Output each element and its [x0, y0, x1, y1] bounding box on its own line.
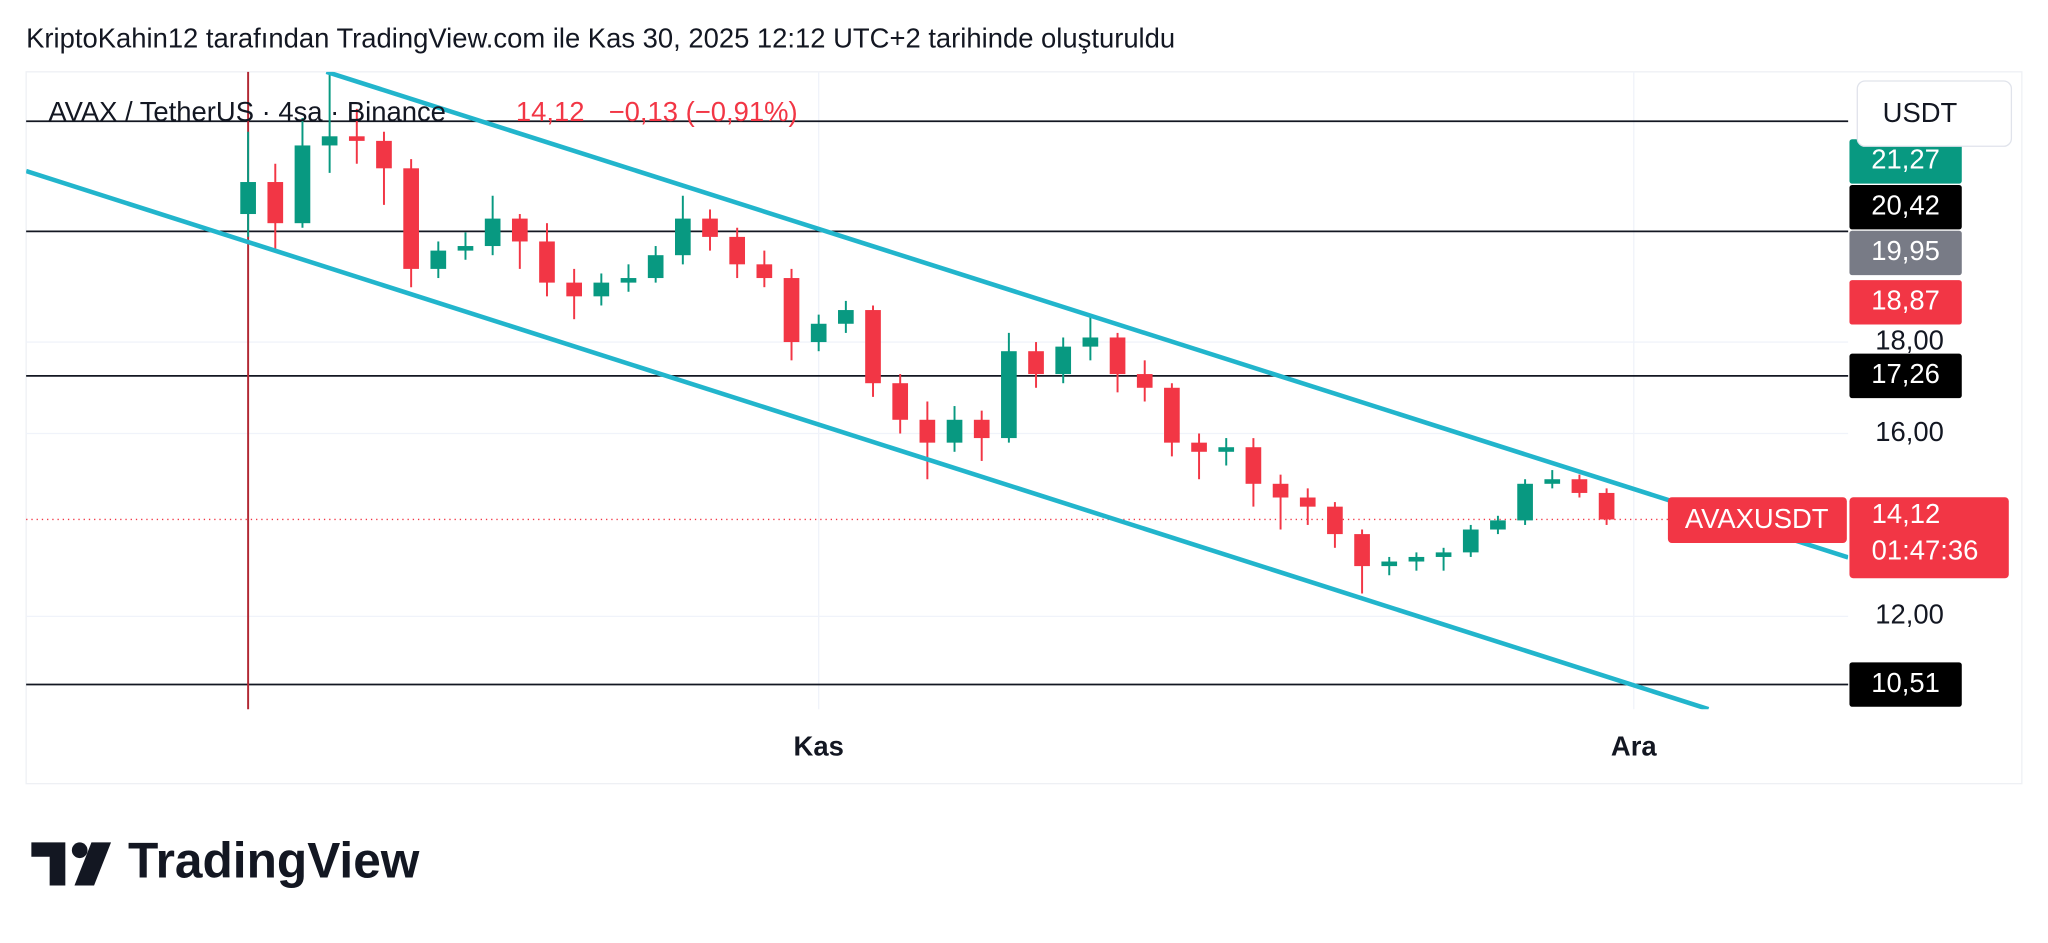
logo-text: TradingView	[128, 833, 420, 889]
price-tag-label: 19,95	[1871, 235, 1940, 266]
price-tag-label: 17,26	[1871, 358, 1940, 389]
candle-body	[484, 218, 501, 247]
candle-body	[511, 218, 528, 242]
countdown: 01:47:36	[1872, 534, 1979, 565]
candle-body	[240, 182, 256, 215]
chart-frame	[25, 71, 2023, 785]
channel-line	[26, 168, 1710, 710]
y-tick-label: 18,00	[1875, 324, 1944, 355]
y-tick-label: 16,00	[1875, 416, 1944, 447]
candle-body	[376, 140, 392, 169]
logo-mark	[71, 842, 88, 859]
logo-mark	[31, 842, 66, 886]
candle-body	[1164, 387, 1180, 443]
candle-body	[1272, 483, 1289, 498]
candle-body	[539, 241, 555, 283]
candle-body	[321, 136, 338, 146]
candle-body	[1571, 479, 1588, 493]
candle-body	[430, 250, 447, 269]
logo-mark	[74, 842, 112, 886]
price-tag	[1849, 184, 1962, 230]
price-tag	[1849, 230, 1962, 276]
candle-body	[1109, 337, 1126, 375]
candle-body	[267, 182, 284, 224]
candle-body	[1191, 442, 1207, 452]
candle-body	[1082, 337, 1099, 347]
last-price-tag	[1849, 497, 2009, 579]
price-tag	[1849, 353, 1962, 399]
candle-body	[566, 282, 582, 297]
candle-body	[1408, 556, 1425, 562]
candle-body	[1136, 374, 1153, 388]
candle-body	[1354, 534, 1370, 567]
candle-body	[294, 145, 311, 224]
price-tag-label: 18,87	[1871, 285, 1940, 316]
logo: TradingView	[31, 833, 420, 889]
header-change: −0,13 (−0,91%)	[609, 96, 798, 127]
x-tick-label: Kas	[794, 731, 844, 762]
currency-button[interactable]	[1856, 80, 2013, 147]
channel-line	[325, 71, 1849, 560]
candle-body	[1598, 492, 1615, 520]
candle-body	[783, 278, 800, 343]
price-tag	[1849, 662, 1962, 707]
candle-body	[1544, 479, 1561, 484]
candle-body	[620, 278, 637, 283]
last-price-label: 14,12	[1872, 498, 1941, 529]
price-tag	[1849, 139, 1962, 184]
candle-body	[838, 310, 854, 324]
candle-body	[729, 236, 746, 265]
candle-body	[892, 383, 909, 420]
price-tag-label: 21,27	[1871, 144, 1940, 175]
candle-body	[810, 323, 827, 343]
candle-body	[1490, 520, 1506, 530]
plot	[26, 71, 1849, 710]
price-tag	[1849, 280, 1962, 325]
candle-body	[1299, 497, 1316, 507]
candle-body	[1381, 561, 1398, 567]
candle-body	[865, 310, 881, 384]
candle-body	[403, 168, 419, 269]
price-tag-label: 10,51	[1871, 667, 1940, 698]
candle-body	[973, 419, 990, 439]
channels	[26, 71, 1849, 710]
candle-body	[702, 218, 718, 237]
candle-body	[1462, 529, 1479, 553]
candle-body	[1245, 447, 1262, 484]
candle-body	[348, 136, 365, 141]
candle-body	[946, 419, 963, 443]
candle-body	[457, 246, 474, 251]
candle-body	[1028, 351, 1044, 375]
symbol: AVAX / TetherUS · 4sa · Binance	[48, 96, 446, 127]
candle-body	[647, 255, 664, 279]
candle-body	[1218, 447, 1235, 452]
candle-body	[756, 264, 773, 279]
candle-body	[1001, 351, 1017, 439]
symbol-tag	[1667, 497, 1847, 543]
symbol-tag-label: AVAXUSDT	[1685, 503, 1829, 534]
candle-body	[674, 218, 691, 256]
y-tick-label: 12,00	[1875, 599, 1944, 630]
price-tag-label: 20,42	[1871, 189, 1940, 220]
page-title: KriptoKahin12 tarafından TradingView.com…	[26, 23, 1175, 54]
currency-button-label[interactable]: USDT	[1883, 97, 1958, 128]
candle-body	[919, 419, 936, 443]
candle-body	[1327, 506, 1343, 535]
x-tick-label: Ara	[1611, 731, 1657, 762]
header-price: 14,12	[516, 96, 585, 127]
candle-body	[1055, 346, 1072, 375]
candle-body	[593, 282, 610, 297]
candle-body	[1435, 552, 1452, 557]
candle-body	[1517, 483, 1533, 521]
